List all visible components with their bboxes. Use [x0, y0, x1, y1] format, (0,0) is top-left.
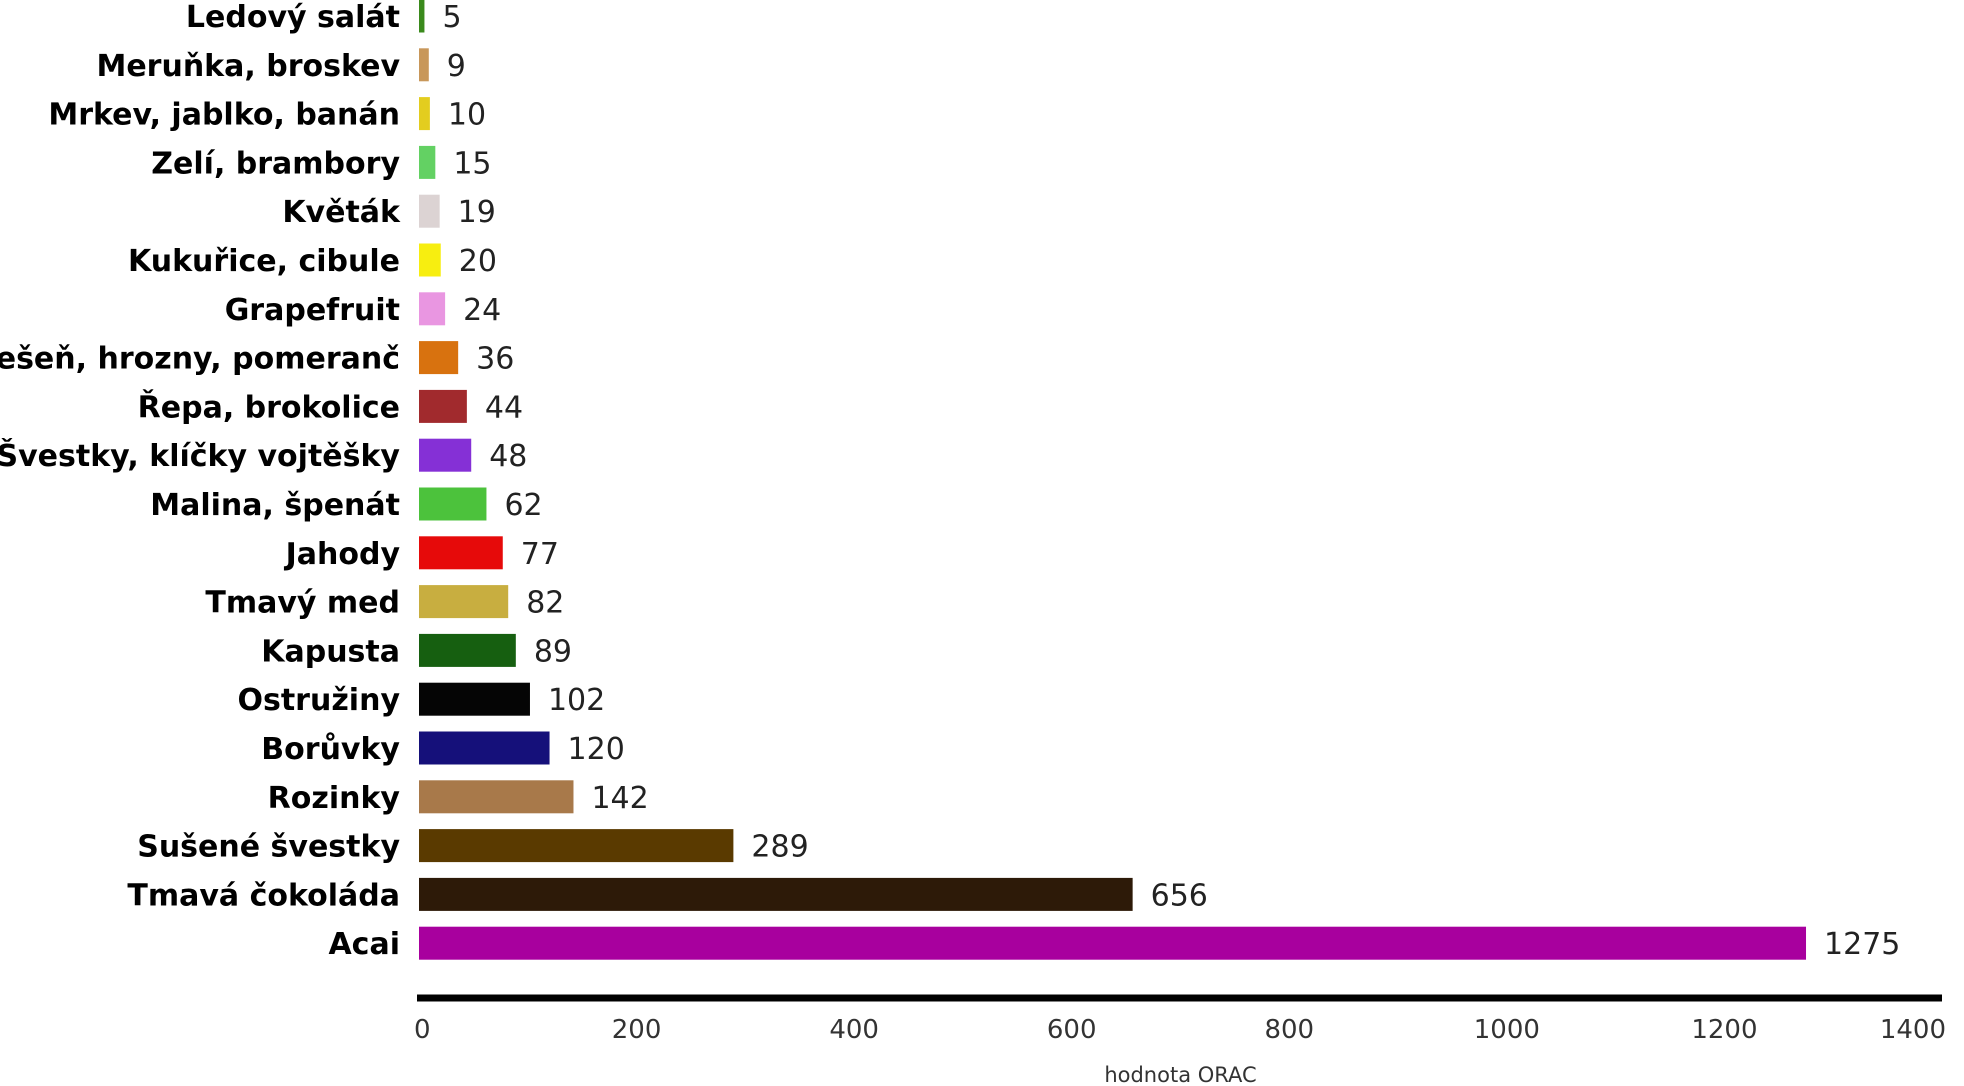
value-label-16: 142 — [591, 781, 648, 816]
x-tick-label-7: 1400 — [1880, 1015, 1946, 1045]
bar-4 — [419, 194, 440, 228]
category-label-16: Rozinky — [268, 781, 401, 816]
category-label-15: Borůvky — [261, 731, 400, 767]
value-label-12: 82 — [526, 586, 564, 621]
x-tick-label-1: 200 — [612, 1015, 662, 1045]
bar-8 — [419, 389, 467, 423]
value-label-17: 289 — [751, 830, 808, 865]
category-label-12: Tmavý med — [205, 586, 400, 621]
bars-group — [419, 0, 1807, 960]
x-tick-label-3: 600 — [1047, 1015, 1097, 1045]
value-label-7: 36 — [476, 342, 514, 377]
category-label-0: Ledový salát — [186, 0, 400, 35]
bar-11 — [419, 536, 503, 570]
bar-19 — [419, 926, 1807, 960]
bar-12 — [419, 585, 509, 619]
value-label-2: 10 — [448, 98, 486, 133]
category-label-10: Malina, špenát — [150, 488, 400, 523]
value-label-4: 19 — [458, 195, 496, 230]
bar-18 — [419, 877, 1133, 911]
value-label-11: 77 — [521, 537, 559, 572]
x-tick-labels: 0 200 400 600 800 1000 1200 1400 — [414, 1015, 1946, 1045]
value-label-15: 120 — [568, 732, 625, 767]
category-label-8: Řepa, brokolice — [138, 389, 400, 425]
bar-3 — [419, 145, 436, 179]
value-label-3: 15 — [453, 146, 491, 181]
bar-2 — [419, 97, 430, 131]
x-tick-label-4: 800 — [1264, 1015, 1314, 1045]
value-label-18: 656 — [1151, 878, 1208, 913]
category-label-17: Sušené švestky — [137, 830, 400, 865]
category-label-14: Ostružiny — [237, 683, 400, 718]
value-label-9: 48 — [489, 439, 527, 474]
category-label-1: Meruňka, broskev — [96, 49, 400, 84]
bar-9 — [419, 438, 472, 472]
value-label-6: 24 — [463, 293, 501, 328]
category-label-3: Zelí, brambory — [151, 146, 400, 181]
bar-15 — [419, 731, 550, 765]
category-label-4: Květák — [282, 195, 401, 230]
bar-1 — [419, 48, 429, 82]
x-tick-label-6: 1200 — [1691, 1015, 1757, 1045]
value-label-5: 20 — [459, 244, 497, 279]
bar-10 — [419, 487, 487, 521]
bar-6 — [419, 292, 446, 326]
bar-0 — [419, 0, 425, 33]
value-labels: 5 9 10 15 19 20 24 36 44 48 62 77 82 89 102 120 142 289 65… — [442, 0, 1900, 962]
category-label-9: Švestky, klíčky vojtěšky — [0, 437, 400, 474]
category-label-18: Tmavá čokoláda — [127, 878, 400, 913]
bar-17 — [419, 829, 734, 863]
category-label-19: Acai — [328, 927, 400, 962]
bar-13 — [419, 633, 516, 667]
bar-16 — [419, 780, 574, 814]
value-label-1: 9 — [447, 49, 466, 84]
value-label-0: 5 — [442, 0, 461, 35]
bar-5 — [419, 243, 441, 277]
category-label-5: Kukuřice, cibule — [128, 244, 400, 279]
category-label-13: Kapusta — [261, 634, 400, 669]
value-label-14: 102 — [548, 683, 605, 718]
x-tick-label-0: 0 — [414, 1015, 431, 1045]
value-label-19: 1275 — [1824, 927, 1900, 962]
category-label-11: Jahody — [284, 537, 401, 572]
value-label-10: 62 — [504, 488, 542, 523]
category-label-7: Třešeň, hrozny, pomeranč — [0, 342, 400, 377]
category-labels: Ledový salát Meruňka, broskev Mrkev, jablk… — [0, 0, 401, 962]
bar-7 — [419, 341, 459, 375]
x-tick-label-5: 1000 — [1474, 1015, 1540, 1045]
category-label-2: Mrkev, jablko, banán — [48, 98, 400, 133]
x-axis-title: hodnota ORAC — [1104, 1063, 1256, 1086]
value-label-13: 89 — [534, 634, 572, 669]
bar-14 — [419, 682, 530, 716]
category-label-6: Grapefruit — [225, 293, 400, 328]
x-tick-label-2: 400 — [829, 1015, 879, 1045]
value-label-8: 44 — [485, 390, 523, 425]
